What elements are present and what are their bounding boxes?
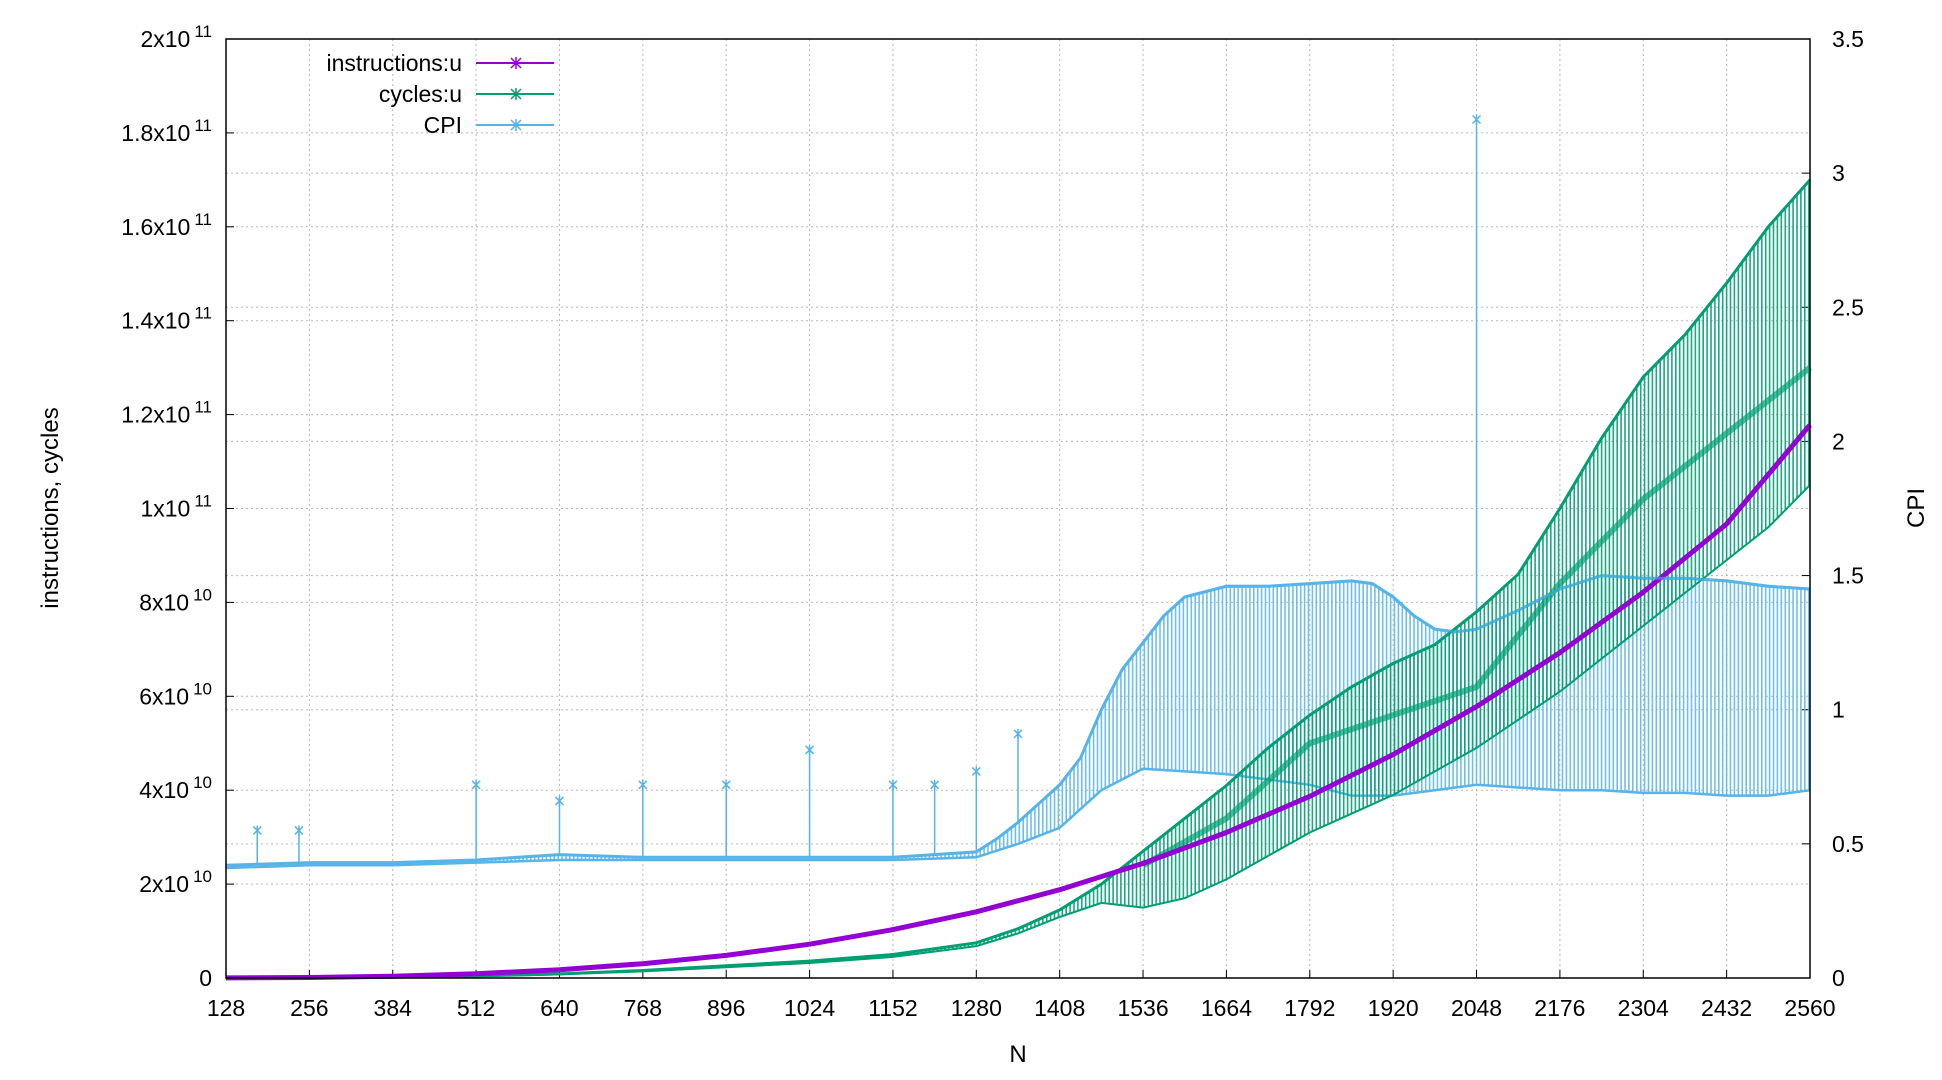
legend-label: CPI [424,112,462,138]
y2-tick-label: 0.5 [1832,831,1864,857]
y2-tick-label: 3 [1832,160,1845,186]
x-tick-label: 640 [540,995,578,1021]
y-tick-label: 8x10 10 [139,585,212,615]
y-tick-exponent: 10 [193,867,212,886]
x-tick-label: 1024 [784,995,835,1021]
x-tick-label: 1664 [1201,995,1252,1021]
x-tick-labels: 128 256 384 512 640 768 896 1024 1152 1280 1408 153… [207,995,1836,1021]
cpi-outlier-point [805,744,815,755]
cpi-outlier-point [252,825,262,836]
x-tick-label: 1792 [1284,995,1335,1021]
x-tick-label: 1536 [1117,995,1168,1021]
y2-tick-label: 2.5 [1832,294,1864,320]
y-tick-label: 6x10 10 [139,679,212,709]
x-tick-label: 768 [624,995,662,1021]
y-tick-exponent: 11 [194,304,212,323]
y-tick-label: 1x10 11 [140,492,212,522]
instructions-line [225,423,1812,981]
y-tick-base: 4x10 [139,777,189,803]
y2-axis-label: CPI [1903,488,1930,528]
x-tick-label: 128 [207,995,245,1021]
y-tick-label: 1.6x10 11 [121,210,212,240]
cpi-outlier-point [554,795,565,806]
y-tick-label: 2x10 11 [140,22,212,52]
legend-label: instructions:u [326,50,462,76]
y-tick-exponent: 10 [193,585,212,604]
cpi-outlier-point [638,779,648,790]
y-tick-label: 2x10 10 [139,867,212,897]
cpi-outlier-point [930,779,940,790]
cpi-outlier-point [888,779,898,790]
y-tick-exponent: 11 [194,22,212,41]
series-layer [225,114,1812,981]
y-tick-base: 8x10 [139,589,189,615]
legend-marker [510,119,522,131]
y-tick-base: 1x10 [140,496,190,522]
y2-tick-label: 0 [1832,965,1845,991]
x-axis-label: N [1009,1041,1026,1068]
y-tick-exponent: 11 [194,492,212,511]
cycles-lower-line [225,484,1811,979]
x-tick-label: 896 [707,995,745,1021]
y-tick-exponent: 11 [194,116,212,135]
legend-label: cycles:u [379,81,462,107]
y-tick-base: 0 [199,965,212,991]
x-tick-label: 384 [374,995,413,1021]
y-tick-exponent: 10 [193,679,212,698]
y-tick-label: 1.8x10 11 [121,116,212,146]
legend: instructions:u cycles:u CPI [326,50,554,138]
y-tick-label: 0 [199,965,212,991]
cpi-outlier-point [971,766,981,777]
y2-tick-label: 1.5 [1832,563,1864,589]
cpi-outlier-point [471,779,481,790]
cpi-overlay-line [1100,574,1811,711]
cpi-outlier-point [1471,114,1482,125]
legend-marker [510,88,522,100]
y-tick-label: 4x10 10 [139,773,212,803]
y-tick-base: 1.4x10 [121,308,190,334]
series-cpi-overlay [1100,574,1811,711]
x-tick-label: 1280 [951,995,1002,1021]
cpi-outlier-point [721,779,731,790]
x-tick-label: 2560 [1784,995,1835,1021]
x-tick-label: 2432 [1701,995,1752,1021]
y-tick-base: 1.6x10 [121,214,190,240]
x-tick-label: 1920 [1368,995,1419,1021]
y2-tick-label: 3.5 [1832,26,1864,52]
y2-tick-label: 2 [1832,428,1845,454]
cpi-outlier-point [294,825,304,836]
x-tick-label: 512 [457,995,495,1021]
y-tick-base: 1.8x10 [121,120,190,146]
x-tick-label: 2176 [1534,995,1585,1021]
legend-marker [510,57,522,69]
x-tick-label: 1152 [868,995,917,1021]
y2-tick-label: 1 [1832,697,1845,723]
cpi-lower-line [225,767,1811,870]
x-tick-label: 2304 [1618,995,1669,1021]
y-tick-base: 2x10 [140,26,190,52]
x-tick-label: 1408 [1034,995,1085,1021]
y-tick-base: 6x10 [139,683,189,709]
y-tick-exponent: 11 [194,210,212,229]
x-tick-label: 2048 [1451,995,1502,1021]
y-tick-base: 2x10 [139,871,189,897]
cpi-outlier-point [1013,728,1023,739]
y-axis-label: instructions, cycles [37,407,64,608]
y-tick-base: 1.2x10 [121,402,190,428]
plot-frame [225,38,1811,979]
series-instructions [225,423,1812,981]
series-cycles [225,178,1812,980]
x-tick-label: 256 [290,995,328,1021]
y-tick-exponent: 11 [194,398,212,417]
y-tick-label: 1.4x10 11 [121,304,212,334]
y2-tick-labels: 0 0.5 1 1.5 2 2.5 3 3.5 [1832,26,1864,991]
y-tick-exponent: 10 [193,773,212,792]
cycles-mid-line [1141,365,1812,868]
y-tick-label: 1.2x10 11 [121,398,212,428]
